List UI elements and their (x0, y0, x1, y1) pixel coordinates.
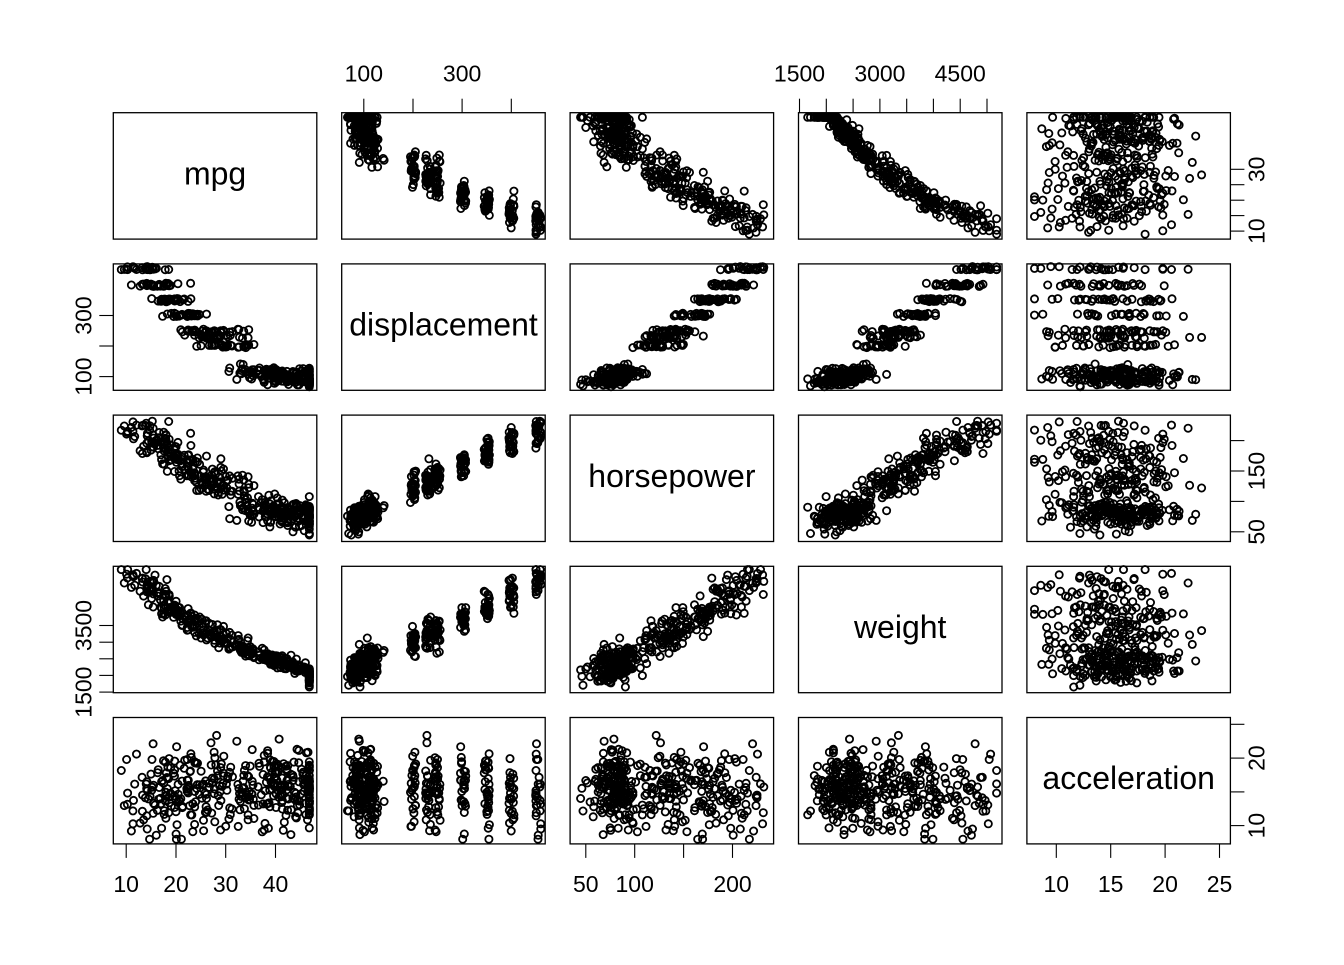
svg-text:10: 10 (113, 871, 139, 897)
svg-text:mpg: mpg (184, 155, 246, 191)
svg-text:4500: 4500 (935, 61, 986, 87)
svg-text:25: 25 (1207, 871, 1233, 897)
svg-text:100: 100 (616, 871, 654, 897)
svg-text:1500: 1500 (774, 61, 825, 87)
svg-text:horsepower: horsepower (588, 458, 756, 494)
svg-text:acceleration: acceleration (1042, 760, 1215, 796)
svg-text:weight: weight (853, 609, 947, 645)
svg-text:15: 15 (1098, 871, 1124, 897)
svg-text:displacement: displacement (349, 307, 538, 343)
svg-text:200: 200 (713, 871, 751, 897)
svg-text:10: 10 (1243, 813, 1269, 839)
svg-text:20: 20 (1152, 871, 1178, 897)
svg-text:20: 20 (163, 871, 189, 897)
svg-text:300: 300 (443, 61, 481, 87)
svg-text:100: 100 (70, 357, 96, 395)
svg-text:30: 30 (213, 871, 239, 897)
svg-text:3500: 3500 (70, 600, 96, 651)
svg-text:300: 300 (70, 296, 96, 334)
svg-text:1500: 1500 (70, 667, 96, 718)
svg-text:40: 40 (263, 871, 289, 897)
svg-text:100: 100 (345, 61, 383, 87)
svg-text:10: 10 (1044, 871, 1070, 897)
svg-text:10: 10 (1243, 218, 1269, 244)
svg-text:50: 50 (1243, 519, 1269, 545)
svg-text:30: 30 (1243, 157, 1269, 183)
svg-text:50: 50 (573, 871, 599, 897)
svg-text:20: 20 (1243, 745, 1269, 771)
svg-text:150: 150 (1243, 452, 1269, 490)
svg-text:3000: 3000 (854, 61, 905, 87)
